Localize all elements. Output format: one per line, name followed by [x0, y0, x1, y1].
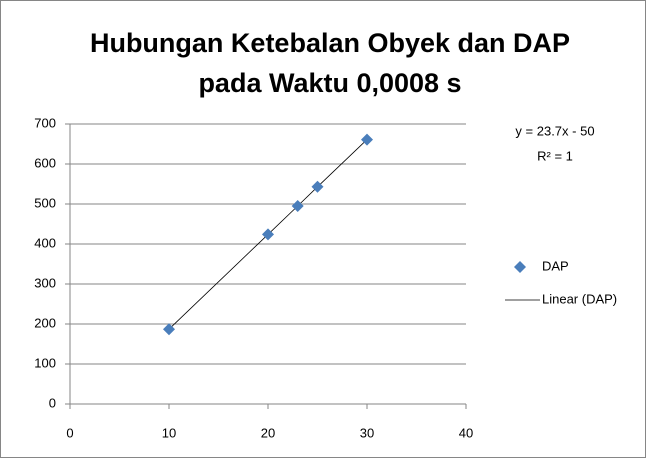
legend-marker — [514, 261, 526, 273]
y-tick-label: 100 — [34, 355, 56, 370]
trendline-r-squared: R² = 1 — [537, 148, 573, 163]
x-tick-label: 10 — [162, 425, 176, 440]
data-point — [262, 228, 274, 241]
legend-label: DAP — [542, 258, 569, 273]
x-tick-label: 30 — [360, 425, 374, 440]
y-tick-label: 200 — [34, 315, 56, 330]
data-point — [311, 180, 324, 193]
legend-label: Linear (DAP) — [542, 291, 617, 306]
x-tick-label: 40 — [459, 425, 473, 440]
data-point — [291, 200, 304, 212]
x-tick-label: 20 — [261, 425, 275, 440]
y-tick-label: 300 — [34, 275, 56, 290]
chart-title: Hubungan Ketebalan Obyek dan DAP — [90, 28, 570, 58]
y-tick-label: 400 — [34, 235, 56, 250]
data-point — [361, 133, 373, 146]
trendline-equation: y = 23.7x - 50 — [515, 123, 594, 138]
chart-title: pada Waktu 0,0008 s — [198, 68, 461, 98]
x-tick-label: 0 — [66, 425, 73, 440]
y-tick-label: 700 — [34, 115, 56, 130]
y-tick-label: 600 — [34, 155, 56, 170]
y-tick-label: 0 — [49, 395, 56, 410]
data-point — [163, 323, 175, 336]
y-tick-label: 500 — [34, 195, 56, 210]
